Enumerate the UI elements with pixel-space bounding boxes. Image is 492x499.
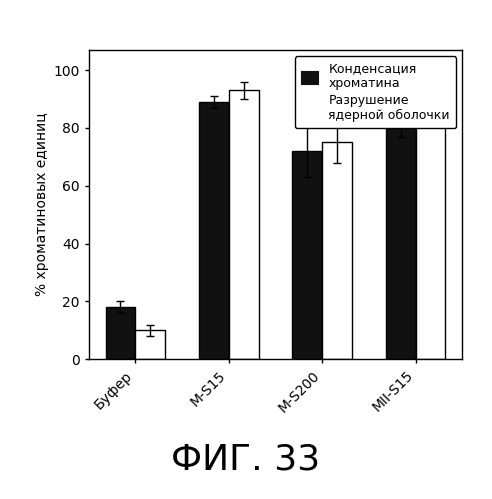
Bar — [322, 142, 352, 359]
Bar — [292, 151, 322, 359]
Text: ФИГ. 33: ФИГ. 33 — [171, 442, 321, 476]
Y-axis label: % хроматиновых единиц: % хроматиновых единиц — [35, 113, 49, 296]
Bar — [135, 330, 165, 359]
Bar — [386, 125, 416, 359]
Bar — [106, 307, 135, 359]
Bar — [199, 102, 229, 359]
Bar — [416, 102, 445, 359]
Bar — [229, 90, 259, 359]
Legend: Конденсация
хроматина, Разрушение
ядерной оболочки: Конденсация хроматина, Разрушение ядерно… — [295, 56, 456, 129]
